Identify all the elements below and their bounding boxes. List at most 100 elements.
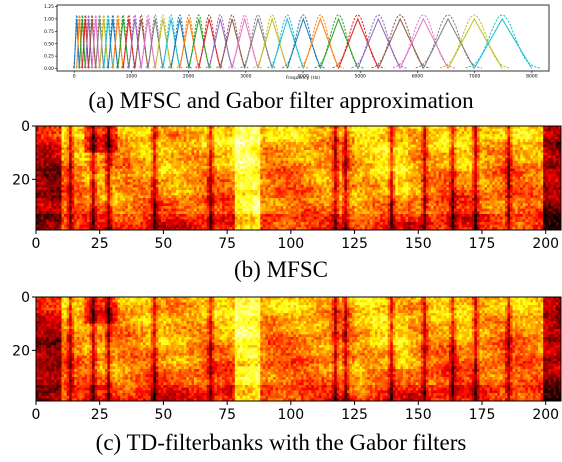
heatmap-cell	[446, 166, 450, 170]
heatmap-cell	[222, 126, 225, 130]
heatmap-cell	[298, 134, 302, 138]
heatmap-cell	[209, 139, 213, 143]
heatmap-cell	[36, 147, 39, 151]
heatmap-cell	[538, 166, 541, 170]
heatmap-cell	[36, 142, 39, 146]
heatmap-cell	[362, 152, 366, 156]
heatmap-cell	[214, 136, 218, 140]
heatmap-cell	[446, 150, 450, 154]
heatmap-cell	[433, 131, 437, 135]
heatmap-cell	[194, 150, 197, 154]
heatmap-cell	[84, 184, 88, 188]
heatmap-cell	[380, 136, 383, 140]
heatmap-cell	[237, 171, 241, 175]
heatmap-cell	[438, 155, 442, 159]
heatmap-cell	[41, 150, 44, 154]
heatmap-cell	[492, 174, 496, 178]
heatmap-cell	[484, 131, 488, 135]
heatmap-cell	[499, 182, 503, 186]
heatmap-cell	[92, 139, 95, 143]
heatmap-cell	[186, 128, 190, 132]
heatmap-cell	[178, 163, 182, 167]
heatmap-cell	[127, 184, 131, 188]
heatmap-cell	[43, 134, 47, 138]
heatmap-cell	[145, 142, 149, 146]
heatmap-cell	[336, 150, 340, 154]
heatmap-cell	[499, 126, 503, 130]
heatmap-cell	[499, 144, 503, 148]
heatmap-cell	[329, 134, 332, 138]
heatmap-cell	[400, 155, 404, 159]
heatmap-cell	[535, 158, 539, 162]
heatmap-cell	[285, 139, 289, 143]
heatmap-cell	[303, 171, 307, 175]
filter-plot: 0 1000 2000 3000 4000 5000 6000 7000 80000.000.2…	[44, 4, 550, 81]
heatmap-cell	[497, 147, 501, 151]
heatmap-cell	[301, 171, 304, 175]
heatmap-cell	[380, 131, 383, 135]
heatmap-cell	[545, 150, 549, 154]
heatmap-cell	[135, 144, 139, 148]
heatmap-cell	[354, 150, 358, 154]
heatmap-cell	[474, 171, 478, 175]
heatmap-cell	[532, 160, 536, 164]
heatmap-cell	[135, 163, 139, 167]
heatmap-cell	[433, 182, 437, 186]
heatmap-cell	[336, 128, 340, 132]
heatmap-cell	[290, 155, 294, 159]
heatmap-cell	[94, 168, 98, 172]
heatmap-cell	[137, 128, 141, 132]
heatmap-cell	[410, 147, 414, 151]
heatmap-cell	[372, 142, 376, 146]
heatmap-cell	[237, 142, 241, 146]
heatmap-cell	[196, 142, 200, 146]
heatmap-cell	[194, 152, 197, 156]
heatmap-cell	[484, 184, 488, 188]
heatmap-cell	[46, 128, 50, 132]
heatmap-cell	[397, 160, 401, 164]
heatmap-cell	[165, 128, 169, 132]
heatmap-cell	[61, 147, 65, 151]
heatmap-cell	[357, 134, 361, 138]
heatmap-cell	[239, 176, 243, 180]
heatmap-cell	[260, 184, 264, 188]
heatmap-cell	[178, 179, 182, 183]
heatmap-cell	[194, 179, 197, 183]
heatmap-cell	[321, 150, 325, 154]
heatmap-cell	[535, 139, 539, 143]
heatmap-cell	[43, 144, 47, 148]
heatmap-cell	[492, 144, 496, 148]
heatmap-cell	[532, 155, 536, 159]
heatmap-cell	[400, 139, 404, 143]
heatmap-cell	[461, 160, 465, 164]
heatmap-cell	[234, 187, 238, 191]
heatmap-cell	[58, 168, 62, 172]
heatmap-cell	[438, 144, 442, 148]
gabor-filter-19	[152, 14, 174, 69]
heatmap-cell	[267, 158, 271, 162]
heatmap-cell	[94, 176, 98, 180]
heatmap-cell	[186, 163, 190, 167]
heatmap-cell	[318, 152, 322, 156]
heatmap-cell	[247, 184, 251, 188]
heatmap-cell	[71, 182, 75, 186]
heatmap-cell	[97, 182, 101, 186]
heatmap-cell	[237, 174, 241, 178]
heatmap-cell	[76, 144, 80, 148]
heatmap-cell	[415, 144, 419, 148]
heatmap-cell	[280, 179, 284, 183]
heatmap-cell	[374, 166, 378, 170]
heatmap-cell	[92, 126, 95, 130]
heatmap-cell	[244, 150, 248, 154]
heatmap-cell	[239, 158, 243, 162]
heatmap-cell	[517, 139, 521, 143]
heatmap-cell	[260, 187, 264, 191]
heatmap-cell	[183, 182, 187, 186]
heatmap-cell	[56, 160, 60, 164]
heatmap-cell	[209, 176, 213, 180]
heatmap-cell	[247, 152, 251, 156]
heatmap-cell	[334, 160, 338, 164]
heatmap-cell	[323, 182, 327, 186]
heatmap-cell	[239, 168, 243, 172]
heatmap-cell	[260, 142, 264, 146]
